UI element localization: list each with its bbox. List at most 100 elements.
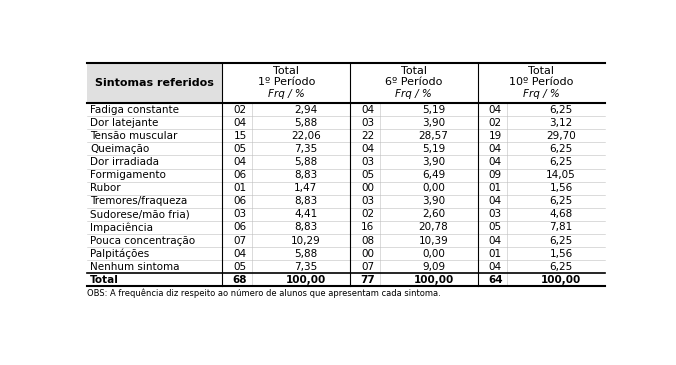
Text: 03: 03 <box>361 196 375 206</box>
Text: 06: 06 <box>233 222 247 233</box>
Text: 2,60: 2,60 <box>422 210 445 219</box>
Text: 06: 06 <box>233 196 247 206</box>
Text: 03: 03 <box>233 210 247 219</box>
Text: 03: 03 <box>361 157 375 167</box>
Text: 04: 04 <box>489 105 502 115</box>
Text: 16: 16 <box>361 222 375 233</box>
Text: 6,25: 6,25 <box>550 262 573 272</box>
Text: 3,90: 3,90 <box>422 118 445 128</box>
Text: 100,00: 100,00 <box>414 275 454 285</box>
Text: 5,88: 5,88 <box>294 249 318 259</box>
Text: 02: 02 <box>489 118 502 128</box>
Text: 08: 08 <box>361 235 375 246</box>
Text: 6,25: 6,25 <box>550 235 573 246</box>
Text: 04: 04 <box>489 262 502 272</box>
Text: 7,35: 7,35 <box>294 262 318 272</box>
Text: 05: 05 <box>489 222 502 233</box>
Text: 04: 04 <box>489 157 502 167</box>
Text: 1,56: 1,56 <box>550 183 573 193</box>
Text: 04: 04 <box>361 144 375 154</box>
Text: Frq / %: Frq / % <box>523 89 560 99</box>
Text: 8,83: 8,83 <box>294 170 318 180</box>
Text: Dor latejante: Dor latejante <box>90 118 158 128</box>
Text: 4,68: 4,68 <box>550 210 573 219</box>
Text: 05: 05 <box>233 262 247 272</box>
Text: 04: 04 <box>489 196 502 206</box>
Text: 04: 04 <box>233 157 247 167</box>
Text: 8,83: 8,83 <box>294 222 318 233</box>
Bar <box>87 103 605 287</box>
Text: Tremores/fraqueza: Tremores/fraqueza <box>90 196 187 206</box>
Text: 22,06: 22,06 <box>291 131 321 141</box>
Text: Pouca concentração: Pouca concentração <box>90 235 195 246</box>
Text: 07: 07 <box>233 235 247 246</box>
Text: 05: 05 <box>361 170 375 180</box>
Text: 05: 05 <box>233 144 247 154</box>
Text: 01: 01 <box>489 183 502 193</box>
Text: 7,35: 7,35 <box>294 144 318 154</box>
Text: 64: 64 <box>488 275 503 285</box>
Text: 22: 22 <box>361 131 375 141</box>
Text: 02: 02 <box>361 210 375 219</box>
Text: 04: 04 <box>489 235 502 246</box>
Text: Palpitáções: Palpitáções <box>90 248 149 259</box>
Text: 20,78: 20,78 <box>418 222 448 233</box>
Text: 01: 01 <box>489 249 502 259</box>
Text: 5,88: 5,88 <box>294 118 318 128</box>
Text: 01: 01 <box>233 183 247 193</box>
Text: 0,00: 0,00 <box>422 249 445 259</box>
Text: Sudorese/mão fria): Sudorese/mão fria) <box>90 210 190 219</box>
Text: 14,05: 14,05 <box>546 170 576 180</box>
Text: 04: 04 <box>489 144 502 154</box>
Text: 06: 06 <box>233 170 247 180</box>
Text: Total: Total <box>90 275 119 285</box>
Text: 4,41: 4,41 <box>294 210 318 219</box>
Text: 02: 02 <box>233 105 247 115</box>
Text: 6º Período: 6º Período <box>385 77 443 87</box>
Text: 100,00: 100,00 <box>286 275 326 285</box>
Text: 5,19: 5,19 <box>422 105 445 115</box>
Text: Dor irradiada: Dor irradiada <box>90 157 159 167</box>
Text: Total: Total <box>273 66 299 76</box>
Text: 3,12: 3,12 <box>550 118 573 128</box>
Text: OBS: A frequência diz respeito ao número de alunos que apresentam cada sintoma.: OBS: A frequência diz respeito ao número… <box>87 289 441 298</box>
Text: 07: 07 <box>361 262 375 272</box>
Text: 1º Período: 1º Período <box>258 77 315 87</box>
Text: 2,94: 2,94 <box>294 105 318 115</box>
Text: 1,56: 1,56 <box>550 249 573 259</box>
Text: 3,90: 3,90 <box>422 157 445 167</box>
Text: Tensão muscular: Tensão muscular <box>90 131 177 141</box>
Text: Frq / %: Frq / % <box>395 89 432 99</box>
Text: 09: 09 <box>489 170 502 180</box>
Bar <box>87 63 222 103</box>
Text: Frq / %: Frq / % <box>268 89 305 99</box>
Text: 6,25: 6,25 <box>550 196 573 206</box>
Text: Impaciência: Impaciência <box>90 222 153 233</box>
Text: 6,25: 6,25 <box>550 144 573 154</box>
Text: 15: 15 <box>233 131 247 141</box>
Text: 7,81: 7,81 <box>550 222 573 233</box>
Text: 03: 03 <box>489 210 502 219</box>
Text: 0,00: 0,00 <box>422 183 445 193</box>
Text: Queimação: Queimação <box>90 144 149 154</box>
Text: 00: 00 <box>361 249 375 259</box>
Text: 77: 77 <box>360 275 375 285</box>
Text: 9,09: 9,09 <box>422 262 445 272</box>
Text: 04: 04 <box>233 249 247 259</box>
Text: 6,25: 6,25 <box>550 105 573 115</box>
Text: 29,70: 29,70 <box>546 131 576 141</box>
Text: 8,83: 8,83 <box>294 196 318 206</box>
Text: Fadiga constante: Fadiga constante <box>90 105 179 115</box>
Text: Formigamento: Formigamento <box>90 170 166 180</box>
Text: Total: Total <box>401 66 427 76</box>
Text: 10º Período: 10º Período <box>509 77 574 87</box>
Text: Nenhum sintoma: Nenhum sintoma <box>90 262 179 272</box>
Text: Rubor: Rubor <box>90 183 120 193</box>
Text: 04: 04 <box>233 118 247 128</box>
Text: 04: 04 <box>361 105 375 115</box>
Bar <box>222 63 605 103</box>
Text: 6,25: 6,25 <box>550 157 573 167</box>
Text: Sintomas referidos: Sintomas referidos <box>95 78 214 88</box>
Text: 28,57: 28,57 <box>418 131 448 141</box>
Text: 10,29: 10,29 <box>291 235 321 246</box>
